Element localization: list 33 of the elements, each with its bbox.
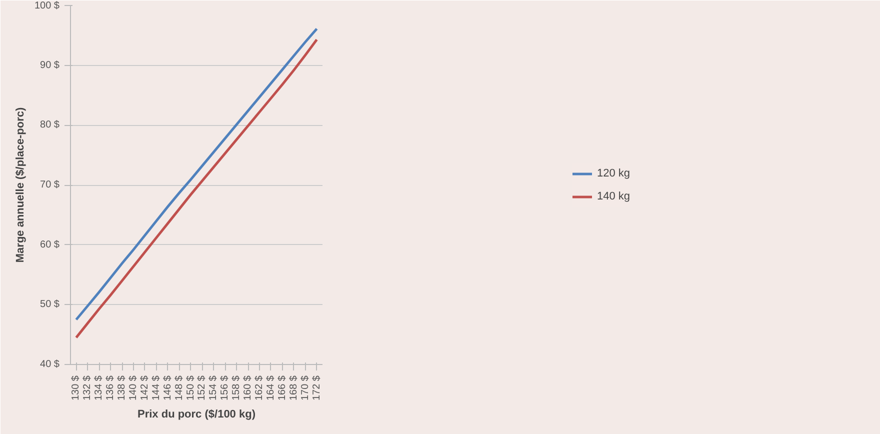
x-tick-label: 138 $ — [116, 375, 128, 401]
y-tick-label: 90 $ — [40, 60, 60, 71]
x-tick-label: 146 $ — [162, 375, 174, 401]
x-tick-label: 166 $ — [276, 375, 288, 401]
y-tick-label: 70 $ — [40, 180, 60, 190]
x-tick-label: 154 $ — [208, 375, 220, 401]
x-tick-label: 144 $ — [150, 375, 162, 401]
x-tick-label: 162 $ — [254, 375, 265, 401]
x-tick-label: 164 $ — [265, 375, 276, 401]
y-tick-label: 100 $ — [34, 0, 60, 12]
x-tick-label: 136 $ — [105, 375, 116, 401]
y-tick-label: 80 $ — [40, 120, 60, 131]
y-axis-title: Marge annuelle ($/place-porc) — [14, 107, 26, 263]
x-tick-label: 130 $ — [70, 375, 82, 401]
x-tick-label: 150 $ — [185, 375, 196, 401]
x-tick-label: 148 $ — [174, 375, 185, 401]
legend-label: 140 kg — [596, 190, 630, 202]
x-tick-label: 156 $ — [220, 375, 231, 401]
x-tick-label: 160 $ — [242, 375, 254, 401]
x-tick-label: 172 $ — [311, 375, 322, 401]
x-tick-label: 132 $ — [82, 375, 94, 401]
x-tick-label: 170 $ — [300, 375, 311, 401]
legend-label: 120 kg — [596, 167, 630, 179]
y-tick-label: 40 $ — [40, 359, 60, 370]
y-tick-label: 60 $ — [40, 239, 60, 250]
x-tick-label: 140 $ — [128, 375, 139, 401]
x-tick-label: 168 $ — [288, 375, 300, 401]
x-tick-label: 158 $ — [231, 375, 242, 401]
x-axis-title: Prix du porc ($/100 kg) — [138, 408, 256, 421]
x-tick-label: 152 $ — [196, 375, 208, 401]
x-tick-label: 134 $ — [94, 375, 105, 401]
y-tick-label: 50 $ — [40, 299, 60, 310]
x-tick-label: 142 $ — [139, 375, 150, 401]
